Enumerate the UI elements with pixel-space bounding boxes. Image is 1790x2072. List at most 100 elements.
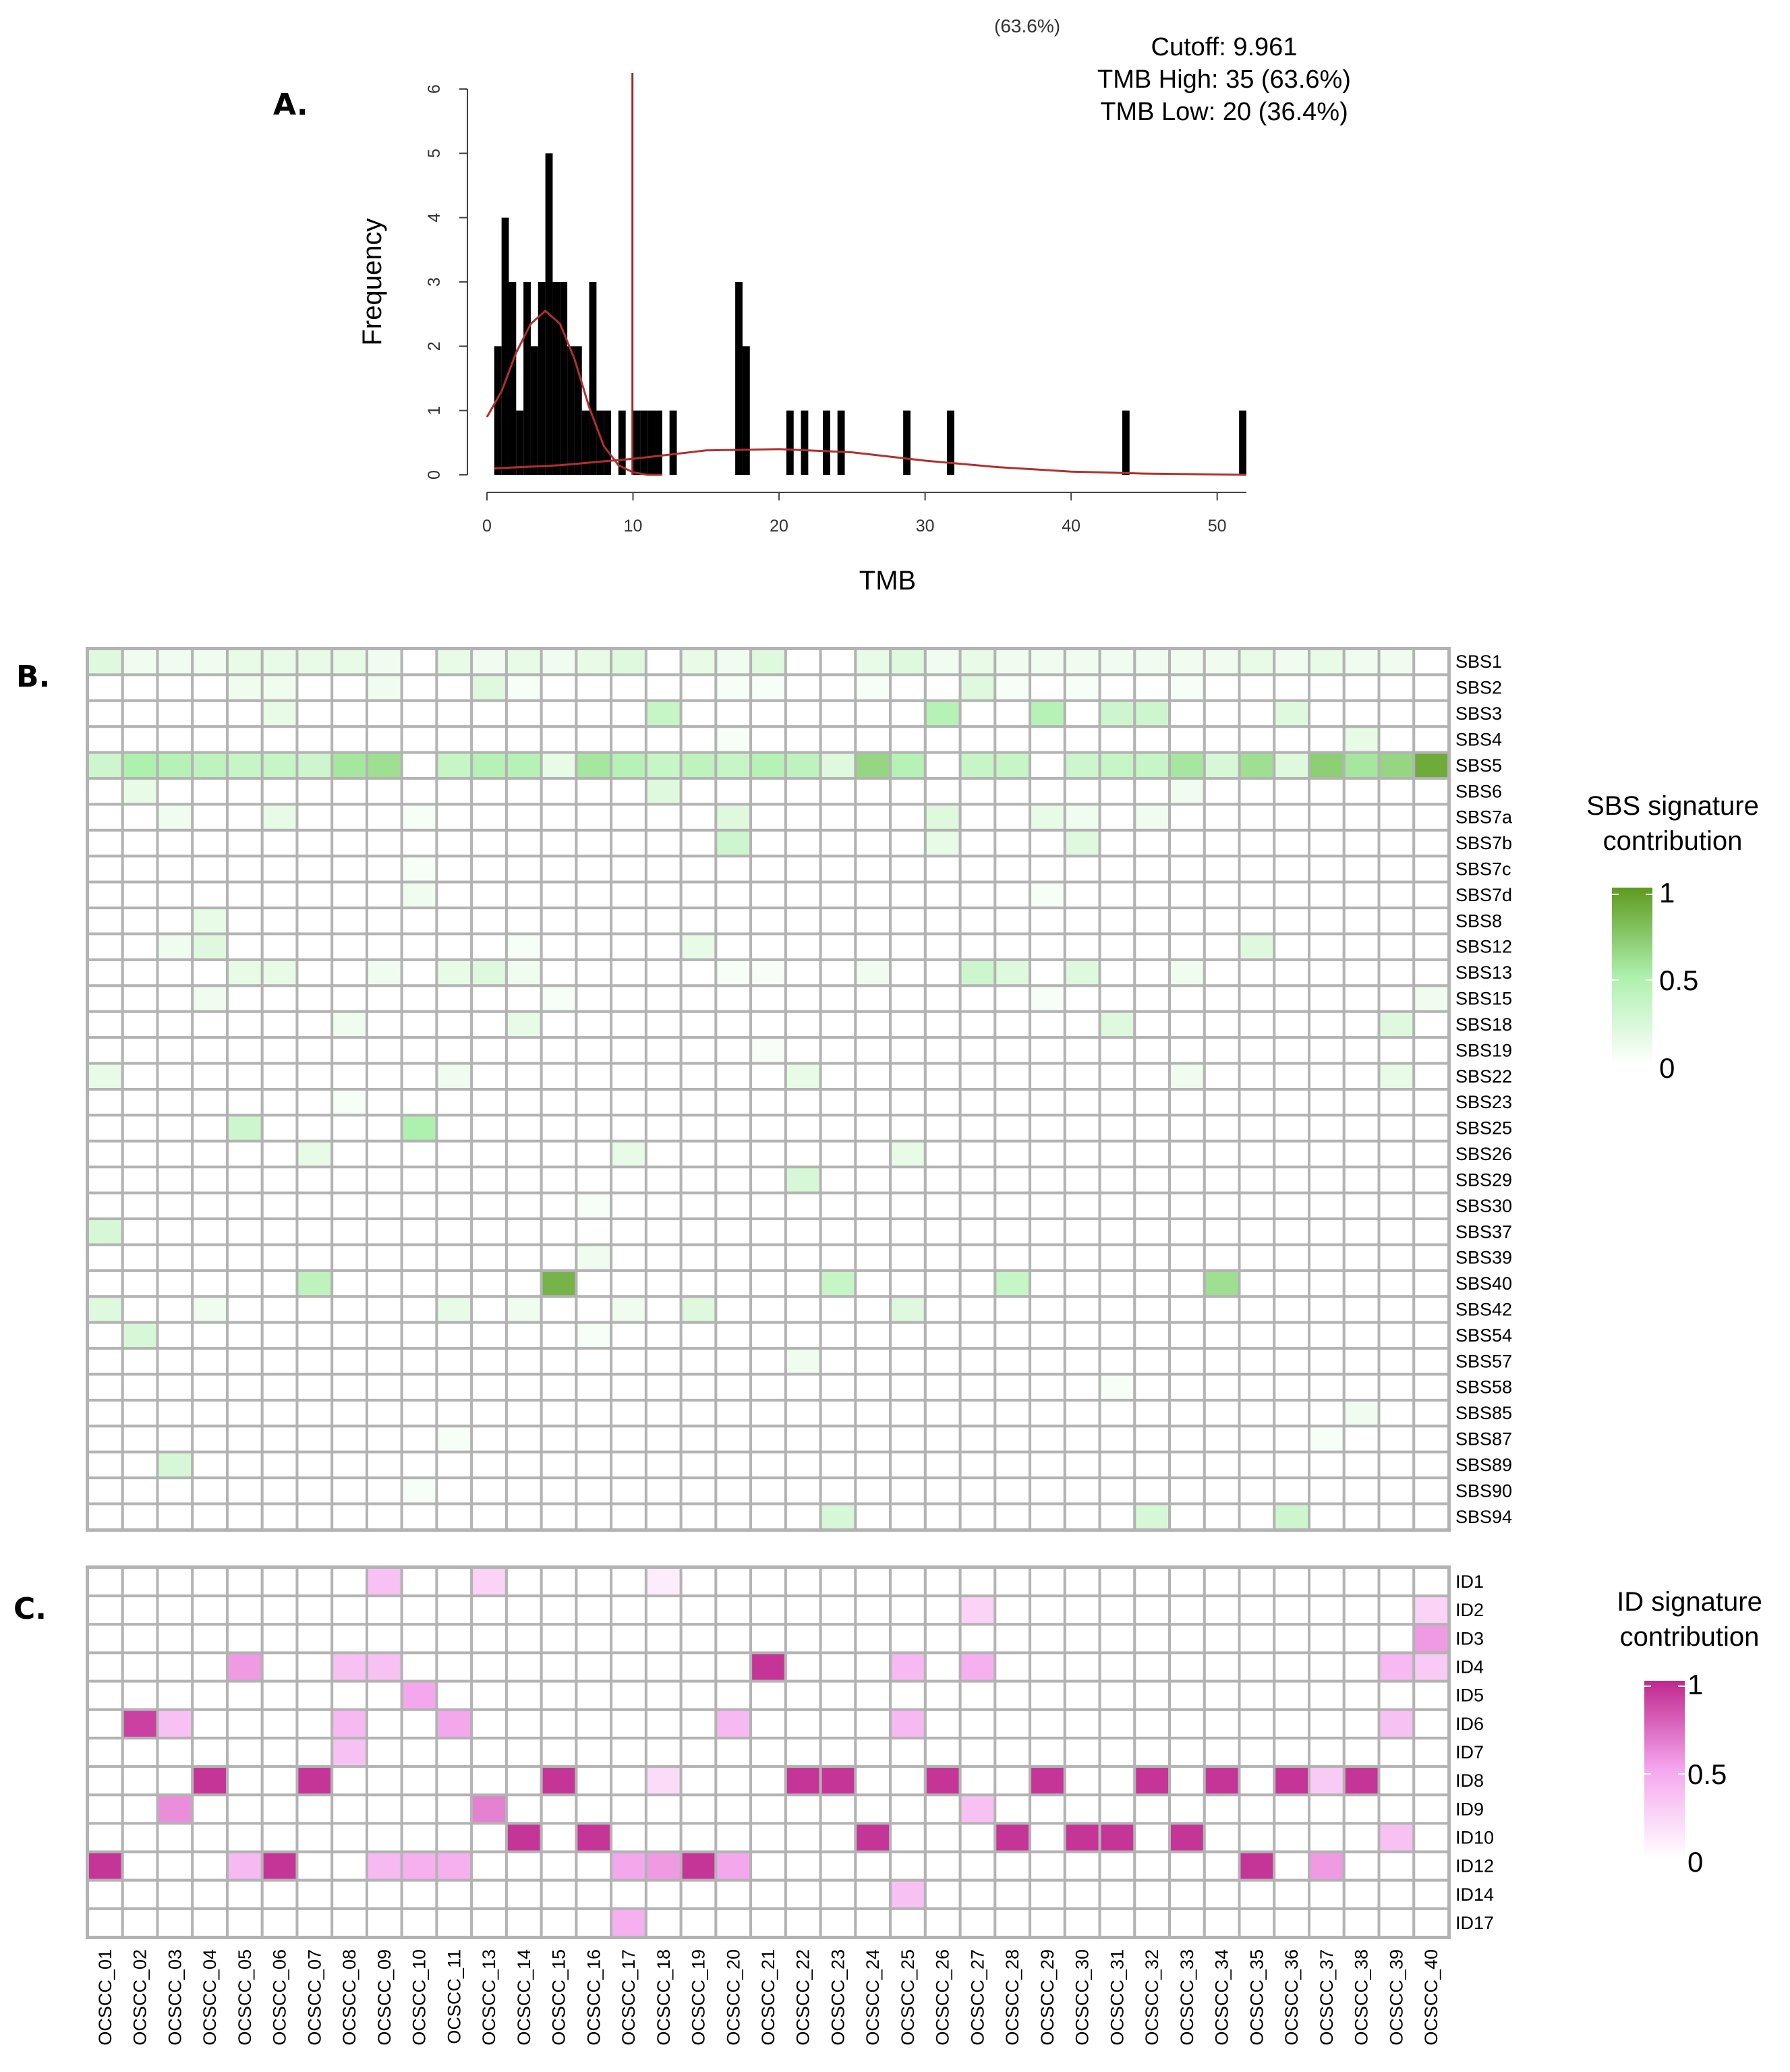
heatmap-cell	[1203, 1139, 1241, 1169]
heatmap-cell	[819, 1424, 857, 1454]
heatmap-cell	[191, 699, 229, 728]
heatmap-cell	[993, 1373, 1032, 1402]
heatmap-cell	[1238, 1651, 1276, 1683]
heatmap-cell	[1308, 751, 1346, 780]
heatmap-cell	[679, 1502, 718, 1531]
annotation-tmb-low: TMB Low: 20 (36.4%)	[1100, 98, 1348, 126]
heatmap-cell	[540, 777, 578, 806]
heatmap-cell	[610, 1114, 647, 1143]
heatmap-cell	[435, 828, 473, 858]
heatmap-cell	[540, 1373, 578, 1402]
heatmap-cell	[435, 1269, 473, 1298]
heatmap-cell	[504, 1347, 543, 1376]
heatmap-cell	[1133, 1594, 1172, 1626]
heatmap-cell	[540, 1450, 578, 1480]
heatmap-cell	[1133, 725, 1172, 754]
heatmap-cell	[854, 1010, 892, 1039]
heatmap-cell	[365, 880, 403, 910]
row-label: SBS1	[1455, 652, 1502, 672]
heatmap-cell	[156, 648, 194, 677]
heatmap-cell	[1377, 1476, 1416, 1505]
heatmap-cell	[540, 932, 578, 961]
row-label: SBS22	[1455, 1066, 1512, 1087]
histogram-bar	[552, 282, 560, 475]
heatmap-cell	[1308, 1398, 1346, 1428]
heatmap-cell	[365, 1765, 403, 1797]
heatmap-cell	[749, 880, 787, 910]
heatmap-cell	[644, 932, 683, 961]
heatmap-cell	[1203, 1036, 1241, 1065]
heatmap-cell	[1238, 1036, 1276, 1065]
heatmap-cell	[1203, 1502, 1241, 1531]
heatmap-cell	[1308, 1088, 1346, 1117]
heatmap-cell	[330, 984, 368, 1013]
heatmap-cell	[923, 1566, 962, 1598]
heatmap-cell	[1412, 984, 1450, 1013]
heatmap-cell	[575, 1679, 613, 1711]
heatmap-cell	[644, 1036, 683, 1065]
heatmap-cell	[958, 1424, 997, 1454]
heatmap-cell	[784, 1424, 822, 1454]
heatmap-cell	[679, 1679, 718, 1711]
heatmap-cell	[784, 1502, 822, 1531]
heatmap-cell	[784, 1878, 822, 1910]
heatmap-cell	[1133, 1295, 1172, 1324]
heatmap-cell	[330, 1398, 368, 1428]
heatmap-cell	[1412, 1850, 1450, 1882]
histogram-bar	[735, 282, 743, 475]
heatmap-cell	[260, 1907, 299, 1939]
heatmap-cell	[610, 1476, 647, 1505]
heatmap-cell	[156, 1878, 194, 1910]
heatmap-cell	[260, 1114, 299, 1143]
histogram-bar	[1122, 410, 1130, 475]
heatmap-cell	[575, 1036, 613, 1065]
heatmap-cell	[121, 1878, 159, 1910]
heatmap-cell	[260, 725, 299, 754]
heatmap-cell	[191, 1651, 229, 1683]
heatmap-cell	[260, 932, 299, 961]
heatmap-cell	[365, 1114, 403, 1143]
heatmap-cell	[1412, 1907, 1450, 1939]
heatmap-cell	[644, 1088, 683, 1117]
heatmap-cell	[854, 1822, 892, 1853]
heatmap-cell	[1168, 648, 1206, 677]
heatmap-cell	[923, 1765, 962, 1797]
heatmap-cell	[1063, 1398, 1101, 1428]
heatmap-cell	[749, 1373, 787, 1402]
heatmap-cell	[993, 725, 1032, 754]
heatmap-cell	[854, 751, 892, 780]
heatmap-cell	[575, 932, 613, 961]
heatmap-cell	[575, 1736, 613, 1768]
heatmap-cell	[1098, 828, 1136, 858]
heatmap-cell	[1133, 984, 1172, 1013]
heatmap-cell	[1238, 648, 1276, 677]
heatmap-cell	[225, 1850, 264, 1882]
row-label: SBS13	[1455, 962, 1512, 983]
heatmap-cell	[993, 1450, 1032, 1480]
heatmap-cell	[1238, 1736, 1276, 1768]
row-label: SBS26	[1455, 1144, 1512, 1164]
heatmap-cell	[330, 1114, 368, 1143]
heatmap-cell	[1273, 1736, 1311, 1768]
heatmap-cell	[1377, 1010, 1416, 1039]
heatmap-cell	[923, 1822, 962, 1853]
heatmap-cell	[260, 1295, 299, 1324]
heatmap-cell	[610, 984, 647, 1013]
heatmap-cell	[295, 725, 334, 754]
heatmap-cell	[470, 1850, 508, 1882]
heatmap-cell	[993, 1708, 1032, 1739]
histogram-bar	[560, 282, 568, 475]
heatmap-cell	[260, 1347, 299, 1376]
heatmap-cell	[1029, 777, 1066, 806]
heatmap-cell	[610, 699, 647, 728]
heatmap-cell	[1342, 699, 1381, 728]
heatmap-cell	[749, 1114, 787, 1143]
heatmap-cell	[714, 1679, 753, 1711]
heatmap-cell	[295, 1594, 334, 1626]
heatmap-cell	[540, 1295, 578, 1324]
heatmap-cell	[260, 751, 299, 780]
heatmap-cell	[889, 1679, 927, 1711]
heatmap-cell	[644, 1679, 683, 1711]
heatmap-cell	[993, 1850, 1032, 1882]
